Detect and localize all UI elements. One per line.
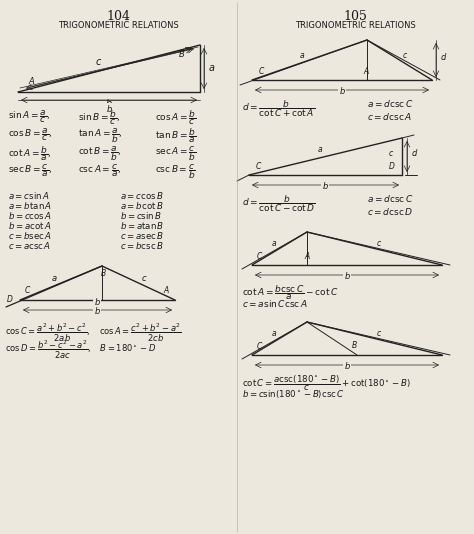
Text: $b$: $b$ — [106, 103, 112, 114]
Text: $c$: $c$ — [402, 51, 408, 60]
Text: $B$: $B$ — [178, 48, 185, 59]
Text: $a = d\csc C$: $a = d\csc C$ — [367, 98, 414, 109]
Text: $b$: $b$ — [344, 360, 350, 371]
Text: $\sin A = \dfrac{a}{c},$: $\sin A = \dfrac{a}{c},$ — [8, 108, 50, 125]
Text: $c$: $c$ — [141, 274, 147, 283]
Text: $a$: $a$ — [317, 145, 323, 154]
Text: $C$: $C$ — [256, 340, 263, 351]
Text: $\sec B = \dfrac{c}{a},$: $\sec B = \dfrac{c}{a},$ — [8, 162, 52, 179]
Text: $a$: $a$ — [271, 239, 277, 248]
Text: $\cos B = \dfrac{a}{c},$: $\cos B = \dfrac{a}{c},$ — [8, 126, 52, 143]
Text: $A$: $A$ — [363, 65, 370, 76]
Text: $c$: $c$ — [388, 149, 394, 158]
Text: $b = c\cos A$: $b = c\cos A$ — [8, 210, 52, 221]
Text: $A$: $A$ — [304, 250, 311, 261]
Text: $C$: $C$ — [258, 65, 265, 76]
Text: $d = \dfrac{b}{\cot C-\cot D}$: $d = \dfrac{b}{\cot C-\cot D}$ — [242, 193, 316, 214]
Text: $\csc B = \dfrac{c}{b}$: $\csc B = \dfrac{c}{b}$ — [155, 162, 196, 181]
Text: $a = c\cos B$: $a = c\cos B$ — [120, 190, 164, 201]
Text: $d$: $d$ — [411, 147, 419, 158]
Text: $\csc A = \dfrac{c}{a},$: $\csc A = \dfrac{c}{a},$ — [78, 162, 122, 179]
Text: $b = c\sin B$: $b = c\sin B$ — [120, 210, 162, 221]
Text: $c$: $c$ — [376, 329, 382, 338]
Text: $C$: $C$ — [255, 160, 262, 171]
Text: $\cot A = \dfrac{b}{a},$: $\cot A = \dfrac{b}{a},$ — [8, 144, 51, 163]
Text: $A$: $A$ — [163, 284, 170, 295]
Text: $a$: $a$ — [271, 329, 277, 338]
Text: $c$: $c$ — [95, 57, 102, 67]
Text: $A$: $A$ — [28, 75, 36, 86]
Text: $\sin B = \dfrac{b}{c},$: $\sin B = \dfrac{b}{c},$ — [78, 108, 120, 127]
Text: $a = b\cot B$: $a = b\cot B$ — [120, 200, 164, 211]
Text: $c = a\sec B$: $c = a\sec B$ — [120, 230, 164, 241]
Text: $b = c\sin(180^\circ-B)\csc C$: $b = c\sin(180^\circ-B)\csc C$ — [242, 388, 345, 400]
Text: $\cot A = \dfrac{b\csc C}{a}-\cot C$: $\cot A = \dfrac{b\csc C}{a}-\cot C$ — [242, 283, 338, 302]
Text: TRIGONOMETRIC RELATIONS: TRIGONOMETRIC RELATIONS — [58, 21, 178, 30]
Text: $b$: $b$ — [338, 85, 346, 96]
Text: $b = a\cot A$: $b = a\cot A$ — [8, 220, 52, 231]
Text: $c$: $c$ — [376, 239, 382, 248]
Text: $a$: $a$ — [299, 51, 305, 60]
Text: $B$: $B$ — [100, 267, 107, 278]
Text: $C$: $C$ — [24, 284, 31, 295]
Text: $a = d\csc C$: $a = d\csc C$ — [367, 193, 414, 204]
Text: $\tan A = \dfrac{a}{b},$: $\tan A = \dfrac{a}{b},$ — [78, 126, 122, 145]
Text: $a = b\tan A$: $a = b\tan A$ — [8, 200, 52, 211]
Text: $\cot B = \dfrac{a}{b},$: $\cot B = \dfrac{a}{b},$ — [78, 144, 121, 163]
Text: $B$: $B$ — [351, 339, 358, 350]
Text: $a$: $a$ — [51, 274, 57, 283]
Text: $b = a\tan B$: $b = a\tan B$ — [120, 220, 164, 231]
Text: $C$: $C$ — [256, 250, 263, 261]
Text: TRIGONOMETRIC RELATIONS: TRIGONOMETRIC RELATIONS — [295, 21, 415, 30]
Text: $d$: $d$ — [440, 51, 447, 62]
Text: $b$: $b$ — [321, 180, 328, 191]
Text: 105: 105 — [343, 10, 367, 23]
Text: $\cot C = \dfrac{a\csc(180^\circ-B)}{c}+\cot(180^\circ-B)$: $\cot C = \dfrac{a\csc(180^\circ-B)}{c}+… — [242, 373, 411, 392]
Text: $D$: $D$ — [6, 293, 13, 304]
Text: $\tan B = \dfrac{b}{a}$: $\tan B = \dfrac{b}{a}$ — [155, 126, 196, 145]
Text: $c = a\csc A$: $c = a\csc A$ — [8, 240, 51, 251]
Text: $\cos C = \dfrac{a^2+b^2-c^2}{2ab},\quad \cos A = \dfrac{c^2+b^2-a^2}{2cb}$: $\cos C = \dfrac{a^2+b^2-c^2}{2ab},\quad… — [5, 322, 182, 344]
Text: $b$: $b$ — [105, 97, 113, 109]
Text: $a = c\sin A$: $a = c\sin A$ — [8, 190, 50, 201]
Text: $\cos A = \dfrac{b}{c}$: $\cos A = \dfrac{b}{c}$ — [155, 108, 197, 127]
Text: $c = b\sec A$: $c = b\sec A$ — [8, 230, 52, 241]
Text: $c = b\csc B$: $c = b\csc B$ — [120, 240, 164, 251]
Text: $D$: $D$ — [388, 160, 395, 171]
Text: $b$: $b$ — [93, 305, 100, 316]
Text: $a$: $a$ — [208, 63, 215, 73]
Text: $\cos D = \dfrac{b^2-c^2-a^2}{2ac},\quad B = 180^\circ-D$: $\cos D = \dfrac{b^2-c^2-a^2}{2ac},\quad… — [5, 339, 156, 361]
Text: $c = d\csc A$: $c = d\csc A$ — [367, 111, 412, 122]
Text: $b$: $b$ — [344, 270, 350, 281]
Text: $c = d\csc D$: $c = d\csc D$ — [367, 206, 413, 217]
Text: 104: 104 — [106, 10, 130, 23]
Text: $d = \dfrac{b}{\cot C+\cot A}$: $d = \dfrac{b}{\cot C+\cot A}$ — [242, 98, 315, 119]
Text: $\sec A = \dfrac{c}{b}$: $\sec A = \dfrac{c}{b}$ — [155, 144, 197, 163]
Text: $c = a\sin C\csc A$: $c = a\sin C\csc A$ — [242, 298, 308, 309]
Text: $b$: $b$ — [93, 296, 100, 307]
